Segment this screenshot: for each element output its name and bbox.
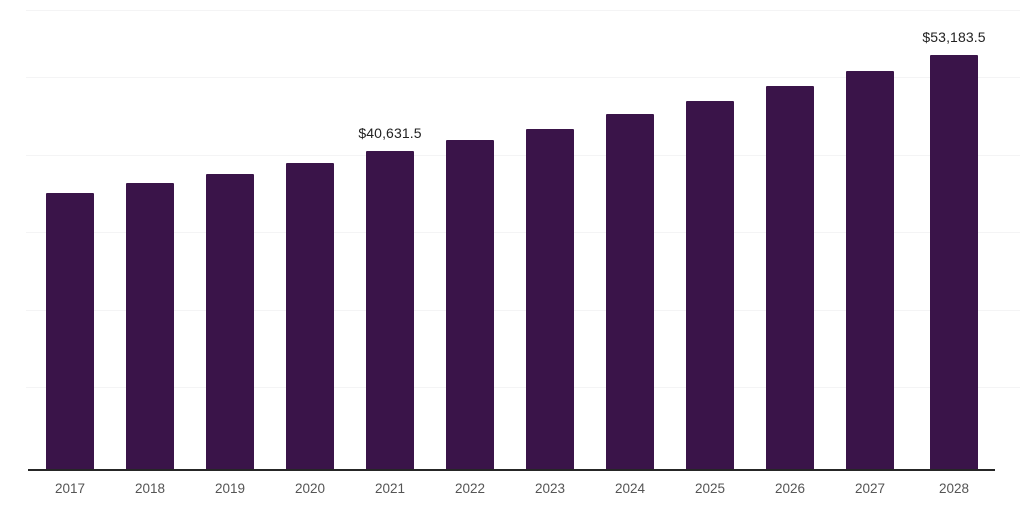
bar[interactable] (526, 129, 574, 470)
x-tick-label: 2018 (134, 481, 166, 496)
bar[interactable] (766, 86, 814, 470)
bar[interactable] (446, 140, 494, 470)
x-tick-label: 2028 (938, 481, 970, 496)
bar[interactable] (46, 193, 94, 470)
bar[interactable] (930, 55, 978, 470)
bar[interactable] (606, 114, 654, 470)
bar[interactable] (686, 101, 734, 470)
x-tick-label: 2017 (54, 481, 86, 496)
bar[interactable] (126, 183, 174, 470)
bar[interactable] (846, 71, 894, 470)
x-tick-label: 2026 (774, 481, 806, 496)
bar[interactable] (286, 163, 334, 470)
bar[interactable] (206, 174, 254, 470)
x-tick-label: 2027 (854, 481, 886, 496)
bar-value-label: $53,183.5 (922, 29, 986, 45)
x-tick-label: 2021 (374, 481, 406, 496)
x-tick-label: 2022 (454, 481, 486, 496)
bar[interactable] (366, 151, 414, 470)
x-axis-line (28, 469, 995, 471)
x-tick-label: 2024 (614, 481, 646, 496)
x-tick-label: 2023 (534, 481, 566, 496)
bar-value-label: $40,631.5 (358, 125, 422, 141)
x-tick-label: 2019 (214, 481, 246, 496)
x-tick-label: 2020 (294, 481, 326, 496)
x-tick-label: 2025 (694, 481, 726, 496)
